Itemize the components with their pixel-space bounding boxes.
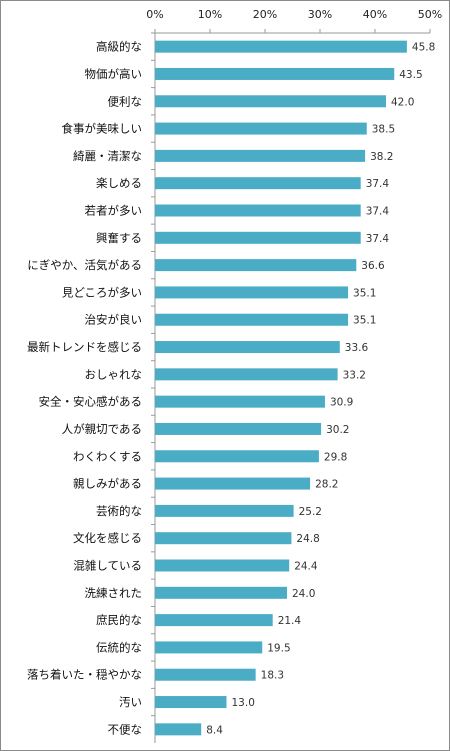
category-label: 興奮する bbox=[96, 231, 142, 245]
x-tick-label: 30% bbox=[308, 8, 332, 21]
bar bbox=[155, 450, 319, 463]
value-label: 24.8 bbox=[296, 533, 319, 545]
x-tick-label: 0% bbox=[146, 8, 163, 21]
category-label: 食事が美味しい bbox=[62, 122, 143, 136]
value-label: 21.4 bbox=[278, 615, 302, 627]
bar bbox=[155, 641, 263, 654]
category-label: 安全・安心感がある bbox=[39, 395, 143, 409]
bar bbox=[155, 204, 361, 217]
value-label: 37.4 bbox=[366, 178, 390, 190]
bar bbox=[155, 259, 357, 272]
bar bbox=[155, 532, 292, 545]
bar bbox=[155, 368, 338, 381]
x-tick-label: 50% bbox=[418, 8, 442, 21]
category-label: 治安が良い bbox=[85, 313, 143, 327]
value-label: 38.5 bbox=[372, 124, 395, 136]
bar bbox=[155, 614, 273, 627]
category-label: 若者が多い bbox=[85, 204, 143, 218]
bar bbox=[155, 149, 366, 162]
category-label: 芸術的な bbox=[96, 504, 142, 518]
category-label: おしゃれな bbox=[85, 367, 143, 381]
value-label: 25.2 bbox=[299, 506, 322, 518]
category-label: 親しみがある bbox=[73, 477, 142, 491]
bar bbox=[155, 67, 395, 80]
category-label: わくわくする bbox=[73, 449, 142, 463]
bar bbox=[155, 668, 256, 681]
bar bbox=[155, 586, 287, 599]
x-tick-label: 40% bbox=[363, 8, 387, 21]
category-label: 庶民的な bbox=[96, 613, 142, 627]
bar bbox=[155, 95, 386, 108]
category-label: 見どころが多い bbox=[62, 285, 142, 299]
bar bbox=[155, 559, 290, 572]
bar bbox=[155, 286, 349, 299]
x-tick-label: 10% bbox=[198, 8, 222, 21]
category-label: 便利な bbox=[108, 94, 143, 108]
value-label: 29.8 bbox=[324, 451, 347, 463]
category-label: にぎやか、活気がある bbox=[27, 258, 142, 272]
value-label: 38.2 bbox=[370, 151, 393, 163]
value-label: 37.4 bbox=[366, 233, 390, 245]
bar bbox=[155, 231, 361, 244]
bar bbox=[155, 395, 325, 408]
value-label: 33.2 bbox=[343, 369, 366, 381]
bar bbox=[155, 504, 294, 517]
value-label: 24.0 bbox=[292, 588, 315, 600]
value-label: 28.2 bbox=[315, 479, 338, 491]
bar bbox=[155, 696, 227, 709]
value-label: 18.3 bbox=[261, 670, 284, 682]
category-label: 人が親切である bbox=[62, 422, 142, 436]
value-label: 8.4 bbox=[206, 724, 223, 736]
value-label: 45.8 bbox=[412, 42, 435, 54]
value-label: 35.1 bbox=[353, 315, 376, 327]
value-label: 30.2 bbox=[326, 424, 349, 436]
x-tick-label: 20% bbox=[253, 8, 277, 21]
bar bbox=[155, 122, 367, 135]
value-label: 43.5 bbox=[399, 69, 422, 81]
category-label: 物価が高い bbox=[85, 67, 143, 81]
category-label: 綺麗・清潔な bbox=[73, 149, 142, 163]
value-label: 37.4 bbox=[366, 206, 390, 218]
category-label: 高級的な bbox=[96, 40, 142, 54]
value-label: 30.9 bbox=[330, 397, 353, 409]
value-label: 36.6 bbox=[361, 260, 385, 272]
category-label: 洗練された bbox=[85, 586, 143, 600]
bar bbox=[155, 341, 340, 354]
value-label: 24.4 bbox=[294, 561, 318, 573]
category-label: 伝統的な bbox=[96, 640, 142, 654]
value-label: 13.0 bbox=[232, 697, 255, 709]
category-label: 汚い bbox=[119, 695, 142, 709]
value-label: 33.6 bbox=[345, 342, 369, 354]
value-label: 19.5 bbox=[267, 642, 290, 654]
bar bbox=[155, 422, 322, 435]
category-label: 楽しめる bbox=[96, 176, 142, 190]
category-label: 落ち着いた・穏やかな bbox=[27, 668, 142, 682]
bar bbox=[155, 313, 349, 326]
value-label: 35.1 bbox=[353, 287, 376, 299]
category-label: 不便な bbox=[108, 722, 143, 736]
bar bbox=[155, 177, 361, 190]
category-label: 混雑している bbox=[73, 559, 142, 573]
bar bbox=[155, 40, 407, 53]
bar bbox=[155, 477, 311, 490]
category-label: 最新トレンドを感じる bbox=[27, 340, 142, 354]
category-label: 文化を感じる bbox=[73, 531, 142, 545]
bar bbox=[155, 723, 202, 736]
value-label: 42.0 bbox=[391, 96, 414, 108]
